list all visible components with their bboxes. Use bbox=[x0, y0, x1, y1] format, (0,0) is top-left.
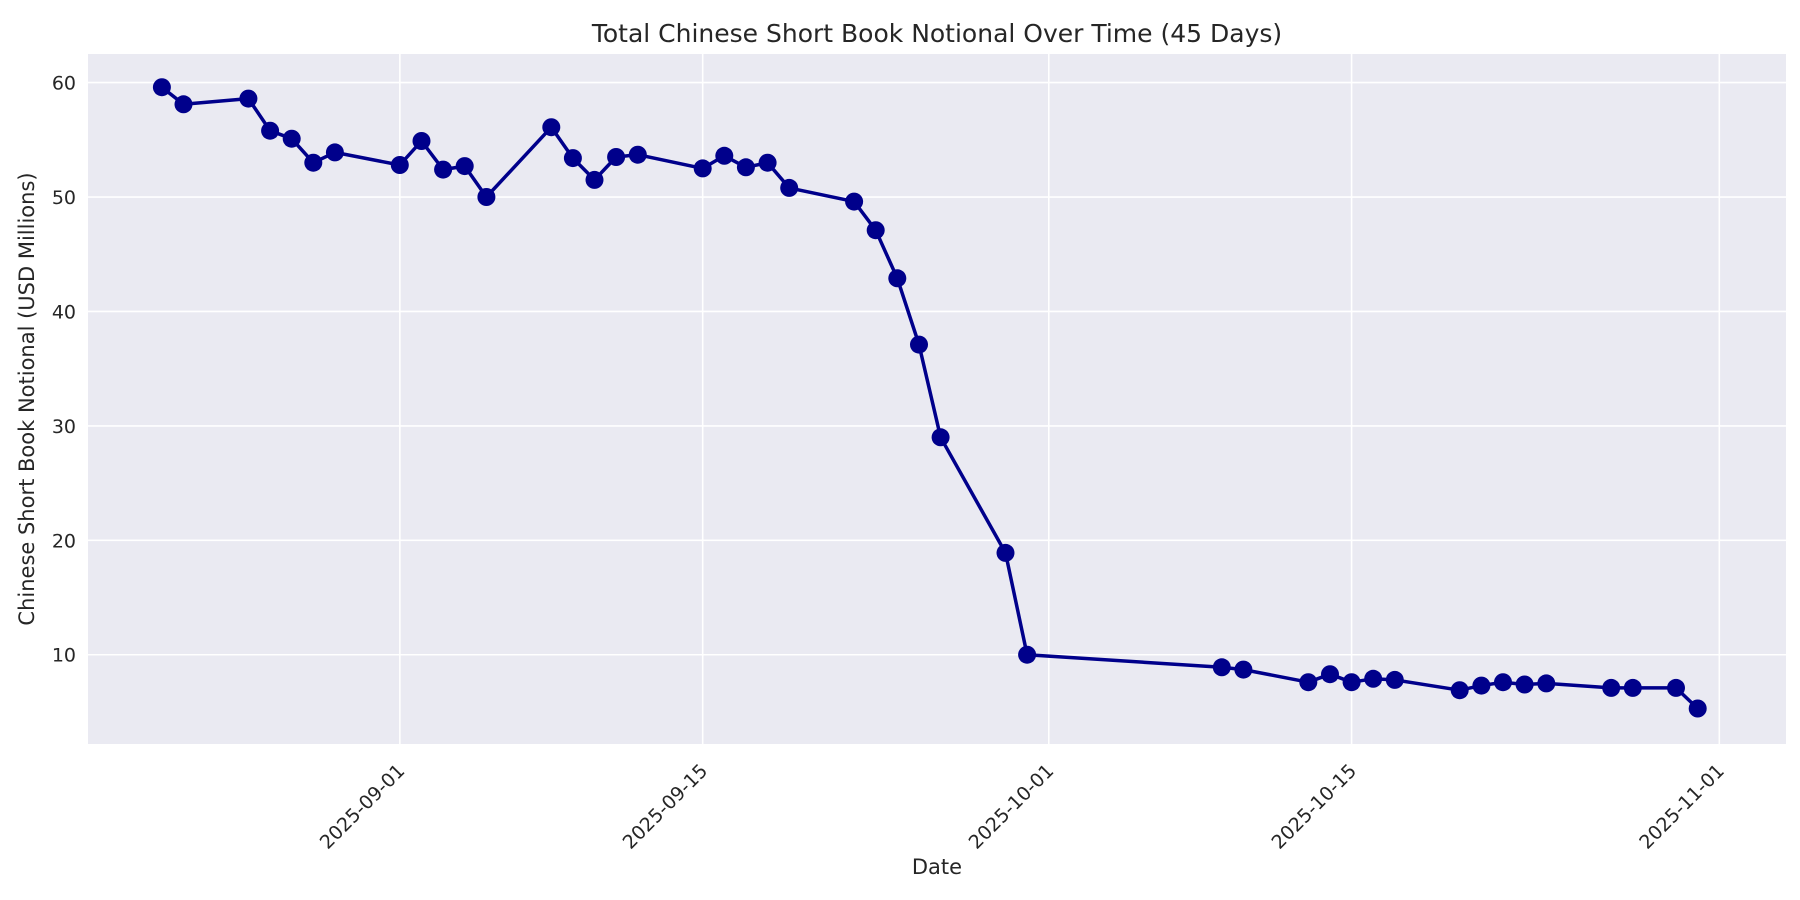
data-point bbox=[845, 192, 864, 211]
data-point bbox=[1385, 670, 1404, 689]
data-point bbox=[1537, 674, 1556, 693]
data-point bbox=[1321, 665, 1339, 684]
data-point bbox=[1212, 658, 1231, 677]
y-tick-label: 50 bbox=[52, 187, 76, 209]
data-point bbox=[1602, 678, 1621, 697]
data-point bbox=[1494, 673, 1512, 692]
data-point bbox=[304, 153, 323, 172]
data-point bbox=[910, 335, 928, 354]
data-point bbox=[434, 160, 453, 179]
plot-area: 10 20 30 40 50 60 2025-09-01 2025-09-15 2025-10-… bbox=[52, 54, 1786, 854]
data-point bbox=[282, 129, 301, 148]
data-point bbox=[1234, 660, 1253, 679]
data-point bbox=[693, 159, 712, 178]
data-point bbox=[996, 543, 1015, 562]
x-tick-label: 2025-10-01 bbox=[965, 760, 1059, 854]
data-point bbox=[1688, 699, 1707, 718]
data-point bbox=[1667, 678, 1685, 697]
data-point bbox=[542, 118, 561, 137]
y-tick-label: 60 bbox=[52, 73, 76, 95]
data-point bbox=[239, 89, 258, 108]
y-tick-label: 10 bbox=[52, 645, 76, 667]
data-point bbox=[736, 158, 755, 177]
y-tick-label: 20 bbox=[52, 530, 76, 552]
data-point bbox=[607, 148, 626, 166]
data-point bbox=[1299, 673, 1318, 692]
data-point bbox=[1018, 645, 1037, 664]
plot-background bbox=[88, 54, 1786, 744]
data-point bbox=[152, 78, 171, 97]
data-point bbox=[758, 153, 777, 172]
x-tick-label: 2025-10-15 bbox=[1267, 760, 1361, 854]
data-point bbox=[412, 132, 431, 150]
data-point bbox=[866, 221, 885, 240]
y-tick-label: 30 bbox=[52, 416, 76, 438]
data-point bbox=[477, 188, 496, 206]
data-point bbox=[325, 143, 344, 162]
data-point bbox=[563, 149, 582, 168]
data-point bbox=[1472, 676, 1491, 695]
data-point bbox=[888, 269, 907, 288]
data-point bbox=[585, 170, 604, 189]
data-point bbox=[390, 156, 409, 174]
x-tick-label: 2025-09-01 bbox=[316, 760, 410, 854]
data-point bbox=[931, 428, 950, 447]
y-tick-label: 40 bbox=[52, 301, 76, 323]
data-point bbox=[1342, 673, 1361, 692]
data-point bbox=[628, 145, 647, 164]
data-point bbox=[261, 121, 280, 140]
chart-title: Total Chinese Short Book Notional Over T… bbox=[591, 19, 1282, 48]
data-point bbox=[1623, 678, 1642, 697]
y-axis-label: Chinese Short Book Notional (USD Million… bbox=[15, 172, 39, 625]
x-tick-label: 2025-09-15 bbox=[619, 760, 713, 854]
data-point bbox=[455, 157, 474, 176]
data-point bbox=[715, 146, 734, 165]
x-axis-label: Date bbox=[912, 855, 962, 879]
x-tick-label: 2025-11-01 bbox=[1635, 760, 1729, 854]
data-point bbox=[1515, 675, 1534, 694]
data-point bbox=[174, 95, 193, 114]
data-point bbox=[780, 178, 799, 197]
data-point bbox=[1364, 669, 1383, 688]
data-point bbox=[1450, 681, 1469, 700]
